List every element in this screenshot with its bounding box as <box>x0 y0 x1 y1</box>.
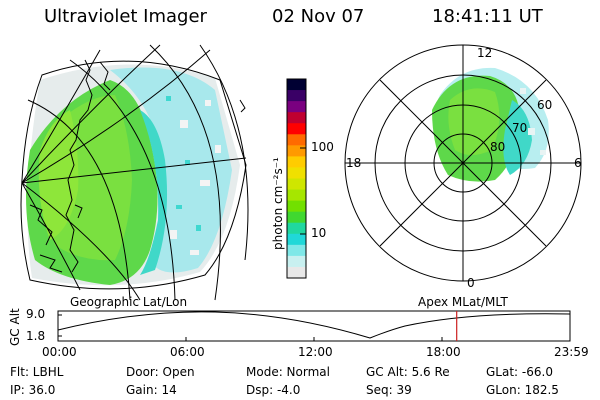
timeline-xtick-0000: 00:00 <box>42 345 77 359</box>
colorbar-segment <box>287 255 306 268</box>
timeline-xtick-0600: 06:00 <box>170 345 205 359</box>
gain-info: Gain: 14 <box>126 383 177 397</box>
polar-plot <box>344 44 582 282</box>
time-label: 18:41:11 UT <box>432 6 543 27</box>
colorbar-segment <box>287 189 306 202</box>
colorbar-segment <box>287 178 306 191</box>
colorbar-segment <box>287 233 306 246</box>
colorbar-tick-10: 10 <box>311 226 327 240</box>
polar-label-lat80: 80 <box>490 140 506 154</box>
timeline-ytick-high: 9.0 <box>26 307 46 321</box>
colorbar-segment <box>287 79 306 91</box>
seq-info: Seq: 39 <box>366 383 412 397</box>
colorbar-segment <box>287 90 306 102</box>
gc-alt-info: GC Alt: 5.6 Re <box>366 365 450 379</box>
door-info: Door: Open <box>126 365 195 379</box>
glon-info: GLon: 182.5 <box>486 383 559 397</box>
timeline-xtick-1800: 18:00 <box>426 345 461 359</box>
dsp-info: Dsp: -4.0 <box>246 383 301 397</box>
apex-panel-label: Apex MLat/MLT <box>418 295 508 309</box>
mode-info: Mode: Normal <box>246 365 330 379</box>
instrument-title: Ultraviolet Imager <box>44 6 207 27</box>
colorbar-segment <box>287 266 306 279</box>
timeline-ytick-low: 1.8 <box>26 329 46 343</box>
timeline-xtick-1200: 12:00 <box>298 345 333 359</box>
polar-label-lat60: 60 <box>537 98 553 112</box>
filter-info: Flt: LBHL <box>10 365 64 379</box>
colorbar-unit-label: photon cm⁻²s⁻¹ <box>271 157 285 250</box>
colorbar-segment <box>287 244 306 257</box>
timeline-chart <box>57 310 571 342</box>
geographic-map <box>20 44 249 301</box>
colorbar-segment <box>287 145 306 157</box>
polar-label-noon: 12 <box>477 46 493 60</box>
glat-info: GLat: -66.0 <box>486 365 553 379</box>
colorbar-segment <box>287 134 306 146</box>
colorbar <box>286 78 307 279</box>
colorbar-segment <box>287 156 306 169</box>
colorbar-segment <box>287 211 306 224</box>
polar-label-lat70: 70 <box>512 121 528 135</box>
colorbar-tick-100: 100 <box>311 140 334 154</box>
colorbar-segment <box>287 123 306 135</box>
ip-info: IP: 36.0 <box>10 383 56 397</box>
colorbar-segment <box>287 222 306 235</box>
polar-label-dusk: 18 <box>346 156 362 170</box>
polar-label-midnight: 0 <box>467 276 475 290</box>
colorbar-segment <box>287 112 306 124</box>
timeline-ylabel: GC Alt <box>8 308 22 346</box>
polar-label-dawn: 6 <box>574 156 582 170</box>
date-label: 02 Nov 07 <box>272 6 365 27</box>
colorbar-segment <box>287 167 306 180</box>
colorbar-segment <box>287 200 306 213</box>
colorbar-segment <box>287 101 306 113</box>
geographic-panel-label: Geographic Lat/Lon <box>70 295 188 309</box>
timeline-xtick-2359: 23:59 <box>554 345 589 359</box>
